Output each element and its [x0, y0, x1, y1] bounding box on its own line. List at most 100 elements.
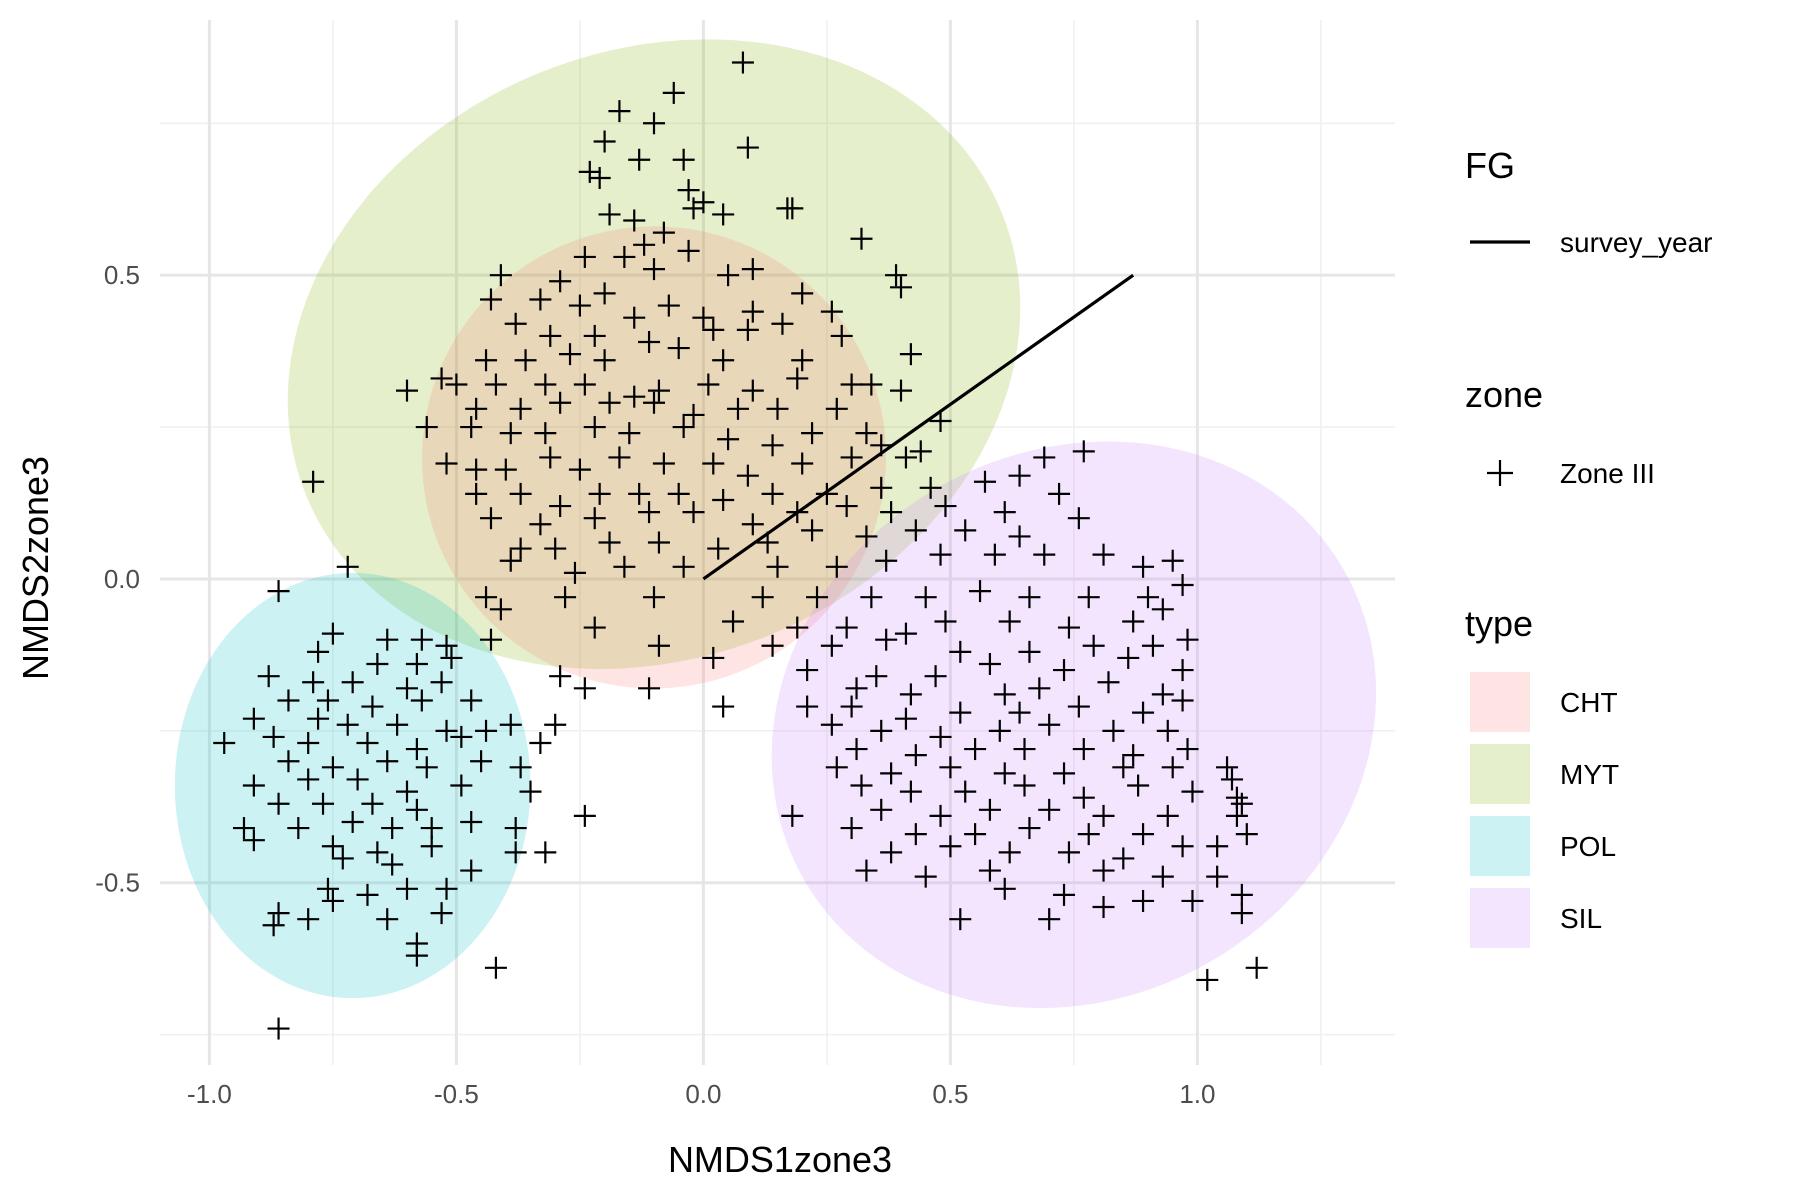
- data-point: [573, 245, 596, 268]
- data-point: [539, 324, 562, 347]
- data-point: [598, 391, 621, 414]
- data-point: [904, 744, 927, 767]
- data-point: [899, 780, 922, 803]
- data-point: [628, 482, 651, 505]
- data-point: [712, 203, 735, 226]
- x-axis-title: NMDS1zone3: [668, 1139, 892, 1180]
- y-axis-title: NMDS2zone3: [15, 456, 56, 680]
- data-point: [722, 610, 745, 633]
- data-point: [257, 665, 280, 688]
- data-point: [855, 525, 878, 548]
- x-tick-label: 1.0: [1179, 1079, 1215, 1109]
- data-point: [860, 586, 883, 609]
- data-point: [475, 349, 498, 372]
- data-point: [840, 817, 863, 840]
- data-point: [1008, 701, 1031, 724]
- data-point: [504, 312, 527, 335]
- data-point: [386, 713, 409, 736]
- data-point: [302, 671, 325, 694]
- data-point: [756, 531, 779, 554]
- data-point: [297, 908, 320, 931]
- data-point: [1196, 968, 1219, 991]
- data-point: [465, 397, 488, 420]
- data-point: [410, 689, 433, 712]
- data-point: [850, 227, 873, 250]
- data-point: [741, 300, 764, 323]
- data-point: [939, 835, 962, 858]
- data-point: [1181, 889, 1204, 912]
- data-point: [1018, 817, 1041, 840]
- data-point: [588, 482, 611, 505]
- data-point: [929, 543, 952, 566]
- data-point: [1245, 956, 1268, 979]
- data-point: [1092, 859, 1115, 882]
- data-point: [914, 865, 937, 888]
- data-point: [1033, 446, 1056, 469]
- data-point: [396, 677, 418, 700]
- data-point: [509, 482, 532, 505]
- data-point: [825, 555, 848, 578]
- data-point: [880, 762, 903, 785]
- data-point: [366, 841, 389, 864]
- data-point: [262, 725, 285, 748]
- data-point: [539, 446, 562, 469]
- y-tick-label: -0.5: [95, 868, 140, 898]
- data-point: [307, 640, 330, 663]
- legend-type-item: SIL: [1560, 903, 1602, 934]
- data-point: [1171, 835, 1194, 858]
- legend-type-items: CHT MYT POL SIL: [1470, 672, 1619, 948]
- data-point: [692, 306, 715, 329]
- data-point: [875, 549, 898, 572]
- data-point: [321, 889, 344, 912]
- data-point: [717, 428, 740, 451]
- data-point: [820, 300, 843, 323]
- data-point: [578, 160, 601, 183]
- data-point: [702, 646, 725, 669]
- data-point: [1216, 756, 1239, 779]
- data-point: [321, 835, 344, 858]
- data-point: [475, 719, 498, 742]
- ellipse-pol: [174, 572, 531, 999]
- data-point: [302, 470, 325, 493]
- data-point: [613, 555, 636, 578]
- data-point: [598, 203, 621, 226]
- data-point: [435, 877, 458, 900]
- y-tick-label: 0.0: [104, 564, 140, 594]
- data-point: [875, 628, 898, 651]
- data-point: [331, 847, 354, 870]
- data-point: [598, 531, 621, 554]
- data-point: [880, 501, 903, 524]
- data-point: [1220, 768, 1243, 791]
- data-point: [904, 519, 927, 542]
- data-point: [573, 677, 596, 700]
- data-point: [583, 324, 606, 347]
- legend-fg: FG survey_year: [1465, 145, 1713, 258]
- data-point: [356, 731, 379, 754]
- legend-swatch-sil: [1470, 888, 1530, 948]
- data-point: [736, 464, 759, 487]
- data-point: [771, 312, 794, 335]
- data-point: [618, 422, 641, 445]
- data-point: [978, 798, 1001, 821]
- legend-swatch-pol: [1470, 816, 1530, 876]
- data-point: [786, 616, 809, 639]
- data-point: [1171, 659, 1194, 682]
- data-point: [1137, 586, 1159, 609]
- data-point: [761, 634, 784, 657]
- data-point: [242, 707, 265, 730]
- data-point: [514, 349, 537, 372]
- data-point: [277, 689, 300, 712]
- data-point: [835, 495, 858, 518]
- data-point: [825, 397, 848, 420]
- data-point: [781, 804, 804, 827]
- data-point: [499, 422, 522, 445]
- data-point: [484, 373, 507, 396]
- fg-vector: [702, 273, 1135, 581]
- data-point: [430, 902, 453, 925]
- data-point: [667, 337, 690, 360]
- data-point: [702, 452, 725, 475]
- data-point: [242, 774, 265, 797]
- data-point: [1092, 543, 1115, 566]
- type-ellipses: [174, 39, 1377, 1009]
- data-point: [608, 100, 631, 123]
